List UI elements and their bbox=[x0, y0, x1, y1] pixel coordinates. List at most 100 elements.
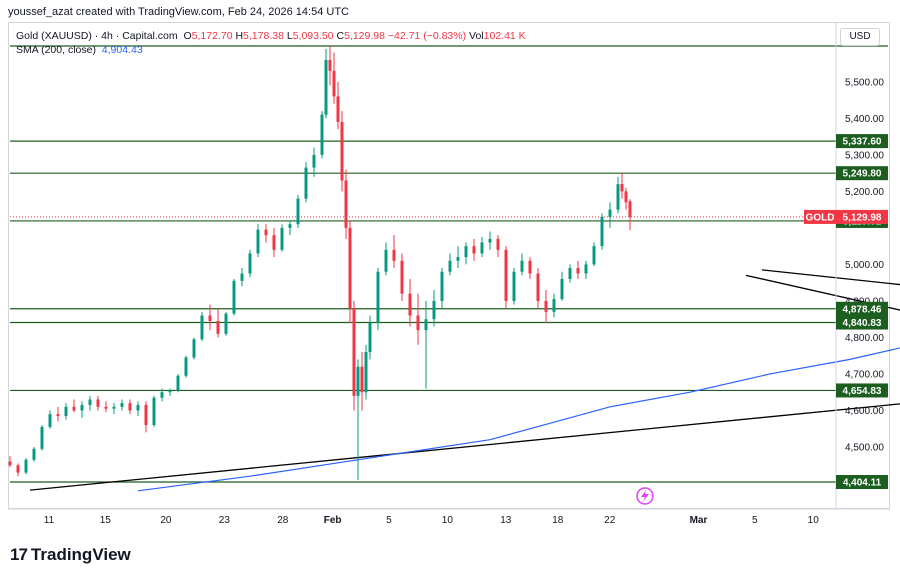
candle-body bbox=[616, 184, 620, 210]
level-label: 4,654.83 bbox=[843, 386, 882, 397]
candle-body bbox=[384, 249, 388, 272]
candle-body bbox=[24, 459, 28, 473]
candle-body bbox=[456, 257, 460, 261]
x-tick-label: 11 bbox=[44, 515, 55, 526]
candle-body bbox=[256, 229, 260, 254]
candle-body bbox=[264, 229, 268, 236]
candle-body bbox=[192, 339, 196, 358]
candle-body bbox=[224, 313, 228, 334]
candle-body bbox=[424, 319, 428, 331]
level-label-box bbox=[836, 475, 888, 490]
level-label: 5,337.60 bbox=[843, 137, 882, 148]
candle-body bbox=[620, 184, 624, 192]
candle-body bbox=[40, 426, 44, 449]
level-label-box bbox=[836, 166, 888, 181]
tradingview-mark-icon: 17 bbox=[10, 545, 28, 564]
candle-body bbox=[8, 461, 12, 466]
candle-body bbox=[64, 406, 68, 416]
candle-body bbox=[200, 315, 204, 340]
candle-body bbox=[104, 406, 108, 409]
trendline bbox=[761, 269, 900, 286]
candle-body bbox=[16, 465, 20, 473]
candle-body bbox=[332, 70, 336, 97]
candle-body bbox=[96, 399, 100, 407]
x-tick-label: Feb bbox=[324, 515, 342, 526]
candle-body bbox=[392, 249, 396, 261]
x-tick-label: 5 bbox=[752, 515, 758, 526]
x-tick-label: 10 bbox=[808, 515, 820, 526]
price-axis: 4,500.004,600.004,700.004,800.004,900.00… bbox=[835, 22, 884, 509]
x-tick-label: 22 bbox=[604, 515, 616, 526]
candle-body bbox=[160, 392, 164, 398]
candle-body bbox=[296, 198, 300, 225]
y-tick-label: 5,400.00 bbox=[845, 114, 884, 125]
candle-body bbox=[472, 246, 476, 254]
candle-body bbox=[168, 390, 172, 393]
candle-body bbox=[624, 191, 628, 203]
candle-body bbox=[328, 59, 332, 71]
sma-200-path bbox=[137, 347, 900, 492]
symbol-title[interactable]: Gold (XAUUSD) · 4h · Capital.com bbox=[16, 30, 178, 42]
candle-body bbox=[488, 238, 492, 243]
volume-value: 102.41 K bbox=[483, 30, 526, 42]
trendlines bbox=[29, 269, 900, 491]
x-tick-label: 28 bbox=[277, 515, 289, 526]
candle-body bbox=[360, 366, 364, 393]
tradingview-logo[interactable]: 17 TradingView bbox=[10, 545, 131, 565]
x-tick-label: 15 bbox=[100, 515, 112, 526]
x-tick-label: 10 bbox=[442, 515, 454, 526]
candle-body bbox=[568, 268, 572, 280]
gold-tag: GOLD bbox=[806, 212, 835, 223]
gold-tag-box bbox=[804, 209, 836, 224]
level-label: 4,404.11 bbox=[843, 478, 882, 489]
level-label: 5,249.80 bbox=[843, 169, 882, 180]
x-tick-label: 18 bbox=[552, 515, 564, 526]
candle-body bbox=[320, 114, 324, 155]
change-value: −42.71 (−0.83%) bbox=[387, 30, 467, 42]
candle-body bbox=[184, 357, 188, 376]
candle-body bbox=[208, 315, 212, 322]
symbol-legend: Gold (XAUUSD) · 4h · Capital.com O5,172.… bbox=[16, 30, 526, 42]
x-tick-label: 13 bbox=[500, 515, 512, 526]
candle-body bbox=[584, 264, 588, 274]
candle-body bbox=[352, 308, 356, 396]
candle-body bbox=[176, 375, 180, 391]
candle-body bbox=[368, 322, 372, 353]
candle-body bbox=[552, 299, 556, 312]
close-value: 5,129.98 bbox=[344, 30, 385, 42]
time-axis: 11 15 20 23 28 Feb 5 10 13 18 22 Mar 5 10 bbox=[8, 508, 890, 526]
y-tick-label: 5,500.00 bbox=[845, 77, 884, 88]
candle-body bbox=[504, 249, 508, 301]
candle-body bbox=[608, 209, 612, 217]
candle-body bbox=[152, 397, 156, 426]
brand-name: TradingView bbox=[30, 545, 131, 564]
candle-body bbox=[324, 59, 328, 115]
candle-body bbox=[112, 406, 116, 409]
candle-body bbox=[120, 403, 124, 407]
candle-body bbox=[344, 180, 348, 228]
candle-body bbox=[464, 246, 468, 258]
candle-body bbox=[348, 227, 352, 309]
candle-body bbox=[232, 280, 236, 314]
candle-body bbox=[576, 268, 580, 274]
level-label-box bbox=[836, 134, 888, 149]
candle-body bbox=[448, 260, 452, 272]
candle-body bbox=[408, 293, 412, 316]
candle-body bbox=[72, 406, 76, 411]
sma-legend[interactable]: SMA (200, close) 4,904.43 bbox=[16, 44, 143, 56]
candles bbox=[8, 45, 632, 480]
candle-body bbox=[136, 405, 140, 411]
lightning-icon bbox=[636, 487, 654, 505]
currency-button[interactable]: USD bbox=[840, 28, 880, 46]
y-tick-label: 4,500.00 bbox=[845, 443, 884, 454]
candle-body bbox=[240, 273, 244, 281]
level-label-box bbox=[836, 315, 888, 330]
candle-body bbox=[272, 235, 276, 250]
candle-body bbox=[432, 300, 436, 320]
candle-body bbox=[520, 260, 524, 272]
candle-body bbox=[336, 96, 340, 122]
candle-body bbox=[312, 154, 316, 168]
candle-body bbox=[248, 253, 252, 274]
level-label: 4,878.46 bbox=[843, 304, 882, 315]
